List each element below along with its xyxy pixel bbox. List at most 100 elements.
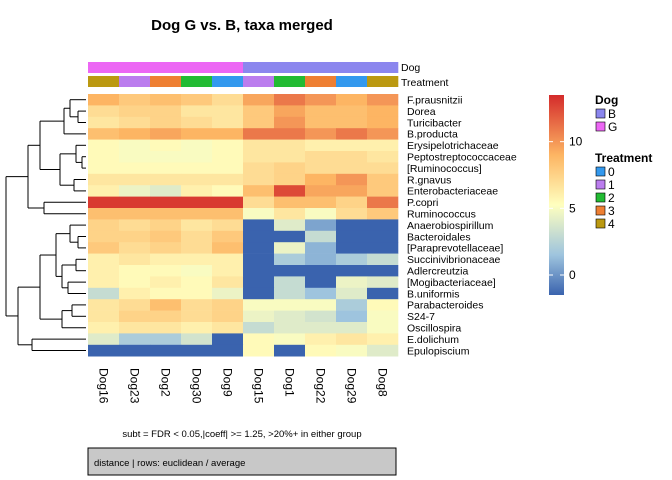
heatmap-cell [367,196,399,209]
heatmap-cell [181,162,213,175]
chart-title: Dog G vs. B, taxa merged [151,17,333,34]
heatmap-cell [212,116,244,129]
heatmap-cell [305,139,337,152]
heatmap-cell [150,242,182,254]
heatmap-cell [212,287,244,300]
heatmap-cell [150,219,182,232]
heatmap-cell [305,151,337,163]
heatmap-cell [181,322,213,334]
heatmap-cell [181,196,213,209]
heatmap-cell [181,105,213,118]
heatmap-cell [336,287,368,300]
heatmap-cell [150,173,182,186]
heatmap-cell [367,219,399,232]
heatmap-cell [274,94,306,106]
annotation-cell-treatment [305,76,337,87]
column-labels: Dog16 Dog23 Dog2 Dog30 Dog9 Dog15 Dog1 Dog22 Dog… [97,368,390,404]
heatmap-cell [274,128,306,140]
heatmap-cell [88,253,120,266]
row-label: Parabacteroides [407,300,483,312]
heatmap-cell [119,299,151,311]
annotation-cell-treatment [212,76,244,87]
heatmap-cell [367,185,399,197]
heatmap-cell [367,173,399,186]
row-label: [Paraprevotellaceae] [407,243,503,255]
heatmap-cell [181,173,213,186]
heatmap-cell [305,219,337,232]
heatmap-cell [181,287,213,300]
heatmap-cell [181,310,213,323]
heatmap-cell [367,265,399,277]
heatmap-cell [336,253,368,266]
heatmap-cell [243,208,275,220]
row-label: Enterobacteriaceae [407,186,498,198]
heatmap-cell [367,333,399,346]
column-label: Dog9 [221,368,235,397]
heatmap-cell [181,230,213,243]
heatmap-cell [88,322,120,334]
heatmap-cell [243,322,275,334]
row-label: Epulopiscium [407,345,470,357]
heatmap-cell [243,253,275,266]
heatmap-cell [336,322,368,334]
heatmap-cell [336,333,368,346]
heatmap-cell [243,344,275,357]
row-label: P.copri [407,197,438,209]
column-annotations [88,62,399,87]
heatmap-cell [88,219,120,232]
annotation-cell-dog [212,62,244,73]
heatmap-cell [212,173,244,186]
heatmap-cell [336,242,368,254]
legend-label: 1 [608,178,615,192]
row-label: Adlercreutzia [407,266,468,278]
heatmap-cell [150,287,182,300]
heatmap-cell [212,162,244,175]
heatmap-cell [336,344,368,357]
heatmap-cell [243,310,275,323]
heatmap-cell [181,116,213,129]
row-label: [Mogibacteriaceae] [407,277,496,289]
heatmap-cell [119,139,151,152]
heatmap-cell [367,322,399,334]
heatmap-cell [274,162,306,175]
heatmap-cell [150,299,182,311]
heatmap-cell [367,151,399,163]
heatmap-cell [243,162,275,175]
heatmap-cell [212,139,244,152]
heatmap-cell [336,265,368,277]
footer-text: distance | rows: euclidean / average [94,458,245,469]
heatmap-cell [274,196,306,209]
heatmap-cell [181,344,213,357]
heatmap-cell [305,116,337,129]
heatmap-cell [88,128,120,140]
heatmap-cell [305,208,337,220]
heatmap-cell [274,276,306,289]
heatmap-cell [336,94,368,106]
colorbar-tick-label: 0 [569,268,576,282]
heatmap-cell [243,242,275,254]
heatmap-cell [88,139,120,152]
heatmap-cell [367,105,399,118]
annotation-cell-treatment [150,76,182,87]
heatmap-cell [119,333,151,346]
heatmap-cell [336,276,368,289]
footer-box [87,447,397,476]
heatmap-cell [367,128,399,140]
column-label: Dog23 [128,368,142,404]
heatmap-cell [150,196,182,209]
heatmap-cell [336,219,368,232]
heatmap-cell [274,287,306,300]
annotation-cell-dog [367,62,399,73]
row-label: [Ruminococcus] [407,163,482,175]
annotation-cell-dog [119,62,151,73]
heatmap-cell [212,128,244,140]
heatmap-cell [212,265,244,277]
heatmap-cell [305,310,337,323]
heatmap-cell [336,162,368,175]
heatmap-cell [274,116,306,129]
heatmap-cell [150,276,182,289]
legend-label: 0 [608,165,615,179]
heatmap-cell [367,94,399,106]
heatmap-cell [119,173,151,186]
